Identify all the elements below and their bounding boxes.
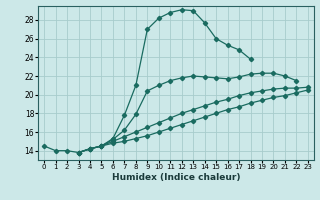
- X-axis label: Humidex (Indice chaleur): Humidex (Indice chaleur): [112, 173, 240, 182]
